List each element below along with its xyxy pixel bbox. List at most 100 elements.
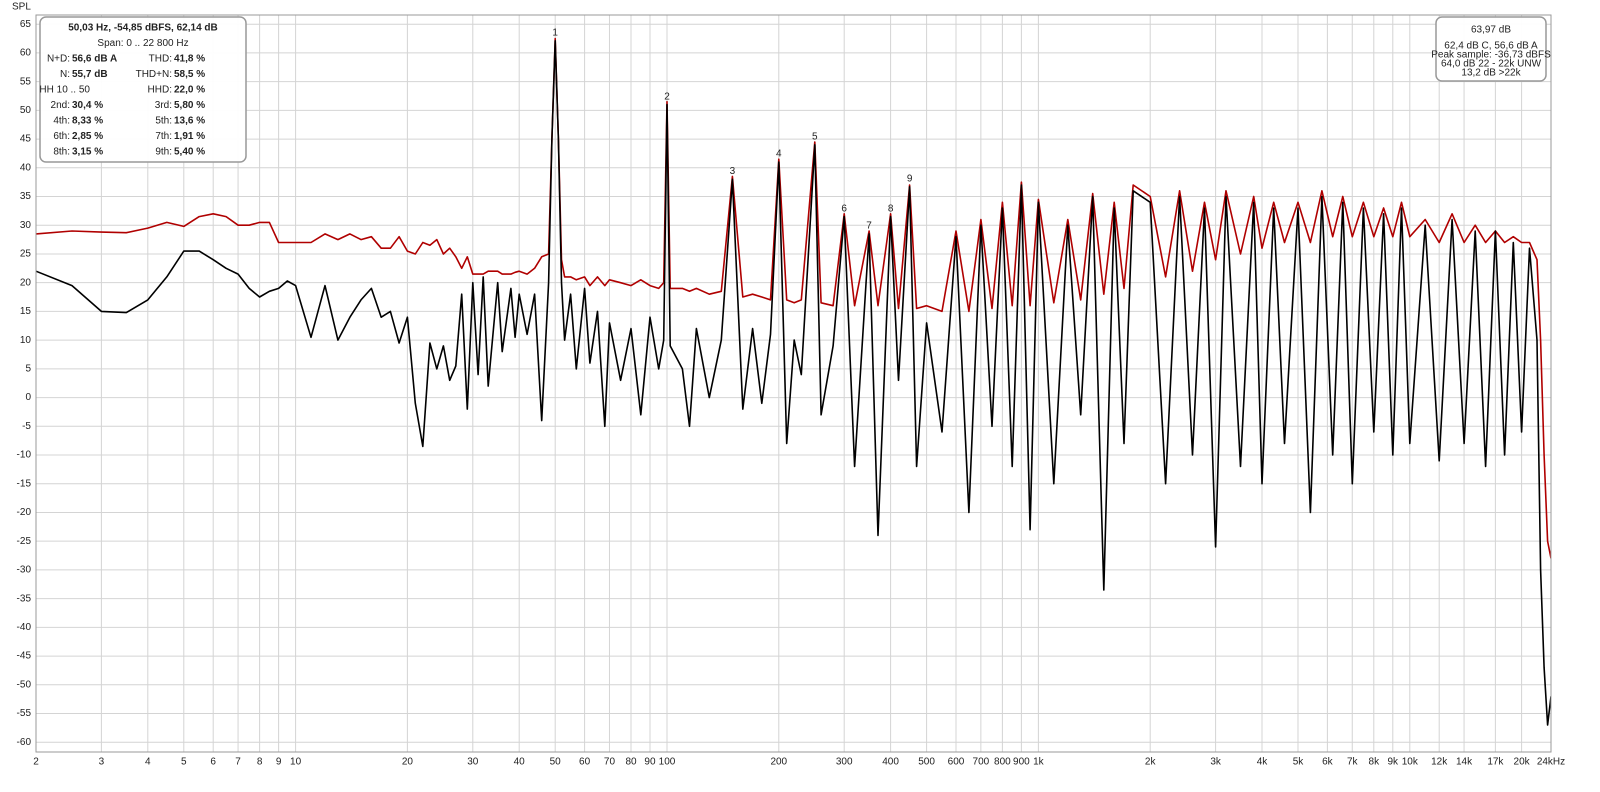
- info-label: 5th:: [155, 116, 172, 127]
- level-line: 64,0 dB 22 - 22k UNW: [1441, 59, 1542, 70]
- peak-label: 4: [776, 149, 782, 160]
- info-value: 5,80 %: [174, 100, 205, 111]
- series-line: [36, 37, 1551, 559]
- y-tick-label: -5: [22, 421, 31, 432]
- x-tick-label: 400: [882, 757, 899, 768]
- info-value: 58,5 %: [174, 69, 205, 80]
- x-tick-label: 7k: [1347, 757, 1359, 768]
- peak-label: 5: [812, 131, 818, 142]
- y-tick-label: 30: [20, 220, 32, 231]
- info-value: 2,85 %: [72, 131, 103, 142]
- y-tick-label: -20: [17, 507, 32, 518]
- info-label: HH 10 .. 50: [39, 85, 90, 96]
- x-tick-label: 3: [99, 757, 105, 768]
- info-value: 41,8 %: [174, 54, 205, 65]
- x-tick-label: 12k: [1431, 757, 1448, 768]
- level-line: 62,4 dB C, 56,6 dB A: [1444, 41, 1538, 52]
- x-tick-label: 7: [235, 757, 241, 768]
- x-tick-label: 10: [290, 757, 302, 768]
- y-tick-label: 15: [20, 306, 32, 317]
- x-tick-label: 2: [33, 757, 39, 768]
- info-label: 9th:: [155, 147, 172, 158]
- plot-lines: [36, 37, 1551, 726]
- peak-label: 8: [888, 203, 894, 214]
- x-tick-label: 300: [836, 757, 853, 768]
- info-label: HHD:: [148, 85, 172, 96]
- x-tick-label: 500: [918, 757, 935, 768]
- y-tick-label: 0: [25, 392, 31, 403]
- info-label: THD:: [149, 54, 172, 65]
- y-tick-label: 5: [25, 363, 31, 374]
- y-tick-label: -35: [17, 593, 32, 604]
- info-label: 3rd:: [155, 100, 172, 111]
- panels: 50,03 Hz, -54,85 dBFS, 62,14 dB Span: 0 .…: [39, 23, 1551, 158]
- y-tick-label: -55: [17, 708, 32, 719]
- info-label: 6th:: [53, 131, 70, 142]
- y-tick-label: 45: [20, 134, 32, 145]
- x-tick-label: 200: [770, 757, 787, 768]
- x-tick-label: 6k: [1322, 757, 1334, 768]
- y-tick-label: -30: [17, 565, 32, 576]
- x-tick-label: 4: [145, 757, 151, 768]
- x-tick-label: 40: [514, 757, 526, 768]
- x-tick-label: 9k: [1388, 757, 1400, 768]
- x-tick-label: 9: [276, 757, 282, 768]
- x-tick-label: 20k: [1514, 757, 1531, 768]
- info-value: 22,0 %: [174, 85, 205, 96]
- info-value: 56,6 dB A: [72, 54, 117, 65]
- grid: [35, 15, 1552, 752]
- y-tick-label: -60: [17, 737, 32, 748]
- x-tick-label: 800: [994, 757, 1011, 768]
- info-label: 8th:: [53, 147, 70, 158]
- x-tick-label: 900: [1013, 757, 1030, 768]
- level-line: 13,2 dB >22k: [1461, 68, 1521, 79]
- x-tick-label: 70: [604, 757, 616, 768]
- x-tick-label: 17k: [1487, 757, 1504, 768]
- y-tick-label: -40: [17, 622, 32, 633]
- info-value: 55,7 dB: [72, 69, 108, 80]
- x-tick-label: 60: [579, 757, 591, 768]
- y-tick-label: -50: [17, 679, 32, 690]
- x-tick-label: 1k: [1033, 757, 1045, 768]
- peak-label: 1: [552, 27, 558, 38]
- info-header: 50,03 Hz, -54,85 dBFS, 62,14 dB: [68, 23, 218, 34]
- x-tick-label: 30: [467, 757, 479, 768]
- y-tick-label: 10: [20, 335, 32, 346]
- y-tick-label: 25: [20, 249, 32, 260]
- y-tick-label: 50: [20, 105, 32, 116]
- info-value: 30,4 %: [72, 100, 103, 111]
- x-tick-label: 90: [644, 757, 656, 768]
- peak-label: 7: [866, 221, 872, 232]
- peak-label: 9: [907, 173, 913, 184]
- x-tick-label: 6: [210, 757, 216, 768]
- x-tick-label: 3k: [1210, 757, 1222, 768]
- peak-label: 2: [664, 91, 670, 102]
- x-tick-label: 2k: [1145, 757, 1157, 768]
- y-tick-label: 60: [20, 48, 32, 59]
- x-tick-label: 100: [659, 757, 676, 768]
- info-label: 2nd:: [51, 100, 70, 111]
- x-tick-label: 8k: [1369, 757, 1381, 768]
- info-label: N+D:: [47, 54, 70, 65]
- y-tick-label: -45: [17, 651, 32, 662]
- info-label: N:: [60, 69, 70, 80]
- level-value: 63,97 dB: [1471, 25, 1511, 36]
- x-tick-label: 20: [402, 757, 414, 768]
- peak-label: 3: [730, 166, 736, 177]
- x-tick-label: 5: [181, 757, 187, 768]
- x-tick-label: 4k: [1257, 757, 1269, 768]
- info-value: 5,40 %: [174, 147, 205, 158]
- x-tick-label: 700: [973, 757, 990, 768]
- x-tick-label: 8: [257, 757, 263, 768]
- x-tick-label: 10k: [1402, 757, 1419, 768]
- y-tick-label: 20: [20, 277, 32, 288]
- level-line: Peak sample: -36,73 dBFS: [1431, 50, 1551, 61]
- info-label: 4th:: [53, 116, 70, 127]
- info-label: THD+N:: [136, 69, 172, 80]
- info-value: 3,15 %: [72, 147, 103, 158]
- y-tick-label: -25: [17, 536, 32, 547]
- x-tick-label: 80: [625, 757, 637, 768]
- info-panel: [39, 16, 247, 163]
- y-tick-label: -15: [17, 478, 32, 489]
